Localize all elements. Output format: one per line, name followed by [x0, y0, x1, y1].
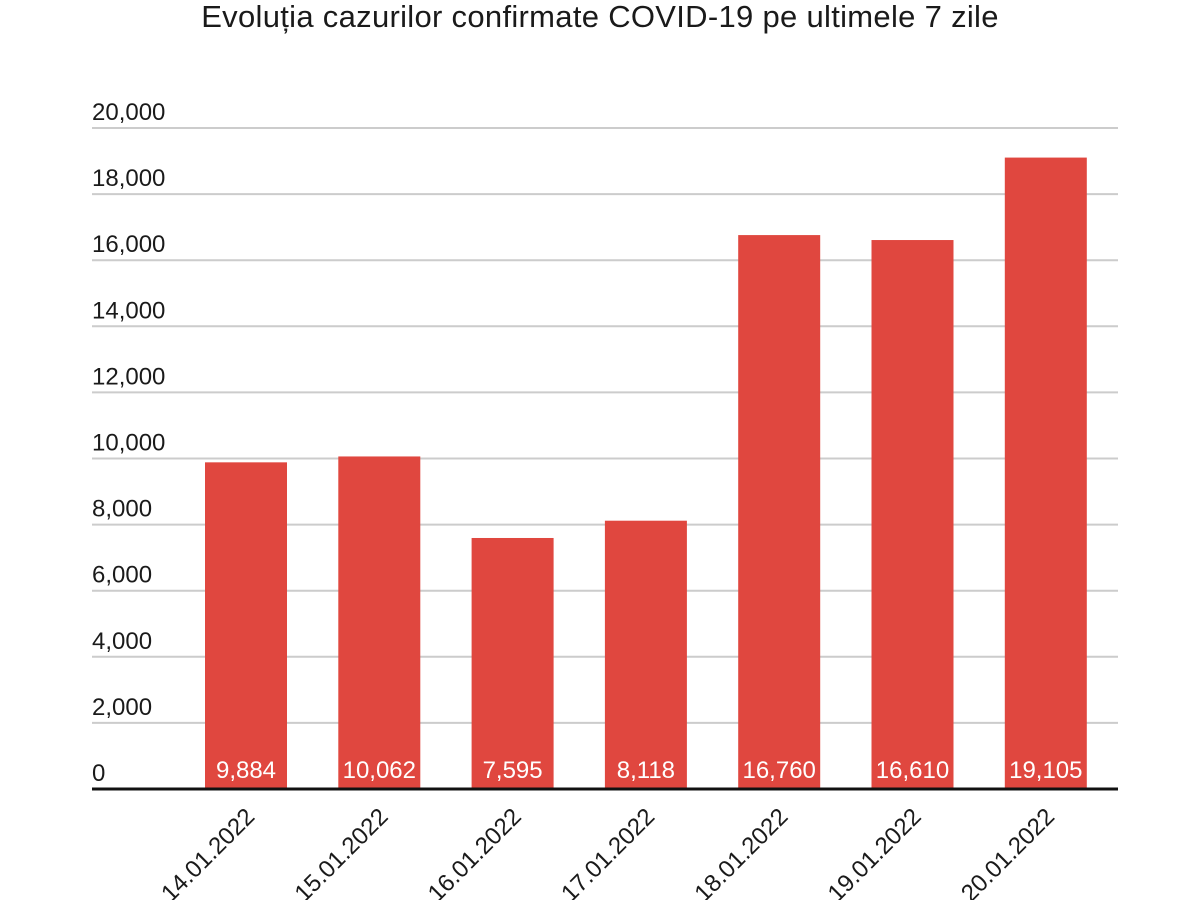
bar-value-label: 19,105 [1009, 757, 1082, 784]
x-tick-label: 20.01.2022 [956, 803, 1060, 900]
y-tick-label: 12,000 [92, 363, 165, 390]
y-tick-label: 16,000 [92, 231, 165, 258]
y-tick-label: 8,000 [92, 496, 152, 523]
bar [338, 456, 421, 789]
bar-value-label: 16,610 [876, 757, 949, 784]
bar-value-label: 7,595 [483, 757, 543, 784]
y-tick-label: 20,000 [92, 99, 165, 126]
y-tick-label: 4,000 [92, 628, 152, 655]
bar-value-labels: 9,884 10,062 7,595 8,118 16,760 16,610 19,105 [216, 757, 1083, 784]
bar-value-label: 16,760 [742, 757, 815, 784]
bar-value-label: 8,118 [617, 757, 675, 784]
chart-title: Evoluția cazurilor confirmate COVID-19 p… [201, 0, 999, 34]
x-tick-label: 16.01.2022 [423, 803, 527, 900]
y-tick-label: 0 [92, 760, 105, 787]
bar [1004, 157, 1087, 790]
y-tick-label: 2,000 [92, 694, 152, 721]
x-axis-tick-labels: 14.01.2022 15.01.2022 16.01.2022 17.01.2022… [156, 803, 1060, 900]
y-tick-label: 10,000 [92, 430, 165, 457]
x-tick-label: 18.01.2022 [689, 803, 793, 900]
x-tick-label: 19.01.2022 [823, 803, 927, 900]
y-tick-label: 6,000 [92, 562, 152, 589]
x-tick-label: 14.01.2022 [156, 803, 260, 900]
bar-value-label: 10,062 [343, 757, 416, 784]
bar [604, 520, 687, 789]
bar [738, 235, 821, 789]
bars [205, 157, 1087, 790]
y-tick-label: 14,000 [92, 297, 165, 324]
bar-value-label: 9,884 [216, 757, 276, 784]
bar [871, 240, 954, 790]
bar [205, 462, 287, 789]
bar [471, 537, 554, 789]
y-tick-label: 18,000 [92, 165, 165, 192]
y-axis-tick-labels: 0 2,000 4,000 6,000 8,000 10,000 12,000 14,000 1… [92, 99, 165, 787]
x-tick-label: 17.01.2022 [556, 803, 660, 900]
x-tick-label: 15.01.2022 [290, 803, 394, 900]
